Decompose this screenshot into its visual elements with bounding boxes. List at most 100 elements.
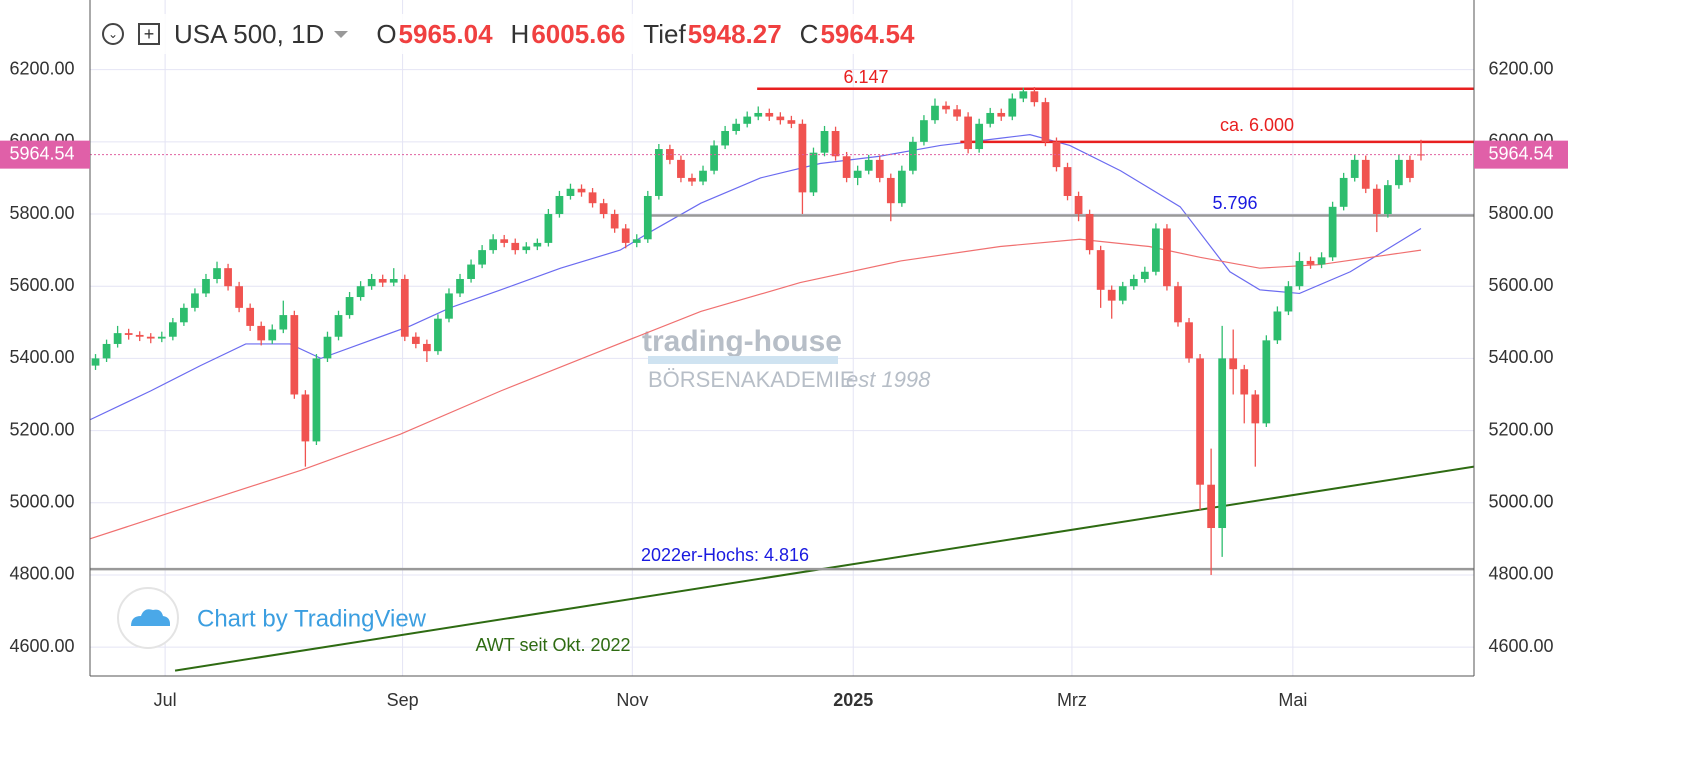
ohlc-value: 6005.66 (531, 18, 626, 49)
candle-body (1185, 322, 1193, 359)
candle-body (1008, 98, 1017, 117)
candle-body (1163, 228, 1171, 287)
add-icon[interactable]: + (138, 23, 160, 45)
candle-body (897, 170, 906, 204)
candle-body (1395, 159, 1403, 186)
candle-body (909, 141, 917, 171)
candle-body (588, 192, 597, 204)
candle-body (467, 264, 475, 279)
candle-body (389, 278, 398, 283)
watermark-bar (648, 356, 838, 364)
candle-body (434, 318, 442, 352)
candle-body (1019, 91, 1028, 99)
candle-body (202, 278, 210, 294)
y-tick-label-right: 6200.00 (1488, 58, 1553, 78)
level-label: 5.796 (1212, 193, 1257, 213)
x-tick-label: 2025 (833, 690, 873, 710)
candle-body (1372, 188, 1381, 215)
y-tick-label-right: 5600.00 (1488, 275, 1553, 295)
candle-body (1361, 159, 1370, 189)
candle-body (953, 109, 961, 117)
candle-body (1052, 141, 1061, 168)
candle-body (135, 334, 144, 337)
trendline-label: AWT seit Okt. 2022 (475, 635, 630, 655)
candle-body (113, 333, 122, 344)
candle-body (1240, 369, 1249, 395)
candle-body (1251, 394, 1260, 424)
y-tick-label: 6200.00 (9, 58, 74, 78)
candle-body (577, 188, 586, 193)
candle-body (533, 242, 542, 247)
level-label: 2022er-Hochs: 4.816 (641, 545, 809, 565)
candle-body (180, 307, 188, 323)
candle-body (798, 123, 807, 193)
y-tick-label: 4800.00 (9, 564, 74, 584)
candle-body (754, 112, 763, 117)
candle-body (1041, 102, 1050, 142)
x-tick-label: Mrz (1057, 690, 1087, 710)
moving-average (89, 238, 1422, 540)
credit-badge[interactable]: Chart by TradingView (117, 587, 427, 649)
y-tick-label: 5400.00 (9, 347, 74, 367)
candle-body (1140, 271, 1149, 279)
candle-body (191, 293, 199, 308)
candle-body (478, 250, 486, 265)
candle-body (290, 315, 299, 395)
candle-body (743, 116, 752, 124)
candle-body (268, 329, 277, 341)
y-tick-label: 5600.00 (9, 275, 74, 295)
x-tick-label: Sep (387, 690, 419, 710)
candle-body (765, 112, 774, 117)
candle-body (997, 112, 1006, 117)
candle-body (610, 214, 619, 229)
candle-body (1229, 358, 1238, 370)
candle-body (500, 239, 509, 243)
symbol[interactable]: USA 500, 1D (174, 18, 325, 49)
collapse-icon[interactable]: ⌄ (102, 23, 124, 45)
credit-text[interactable]: Chart by TradingView (197, 605, 427, 632)
candle-body (853, 170, 862, 178)
candle-body (168, 322, 177, 337)
candle-body (157, 336, 166, 339)
price-tag-left-label: 5964.54 (9, 143, 74, 163)
candle-body (356, 286, 365, 298)
candle-body (323, 336, 332, 359)
candle-body (1262, 340, 1271, 424)
candle-body (555, 195, 564, 215)
ohlc-key: C (799, 18, 819, 49)
candle-body (732, 123, 741, 132)
candle-body (1118, 286, 1127, 301)
candle-body (1063, 167, 1072, 196)
candle-body (699, 170, 707, 182)
y-tick-label-right: 5800.00 (1488, 203, 1553, 223)
candle-body (1107, 289, 1116, 301)
candle-body (986, 112, 995, 124)
candle-body (875, 159, 884, 178)
price-tag-left (0, 140, 90, 169)
symbol-caret[interactable] (334, 30, 349, 38)
candle-body (1096, 250, 1105, 290)
watermark-since: est 1998 (846, 367, 931, 392)
candle-body (224, 268, 232, 287)
ohlc-value: 5948.27 (687, 18, 782, 49)
candle-body (710, 145, 718, 171)
header: ⌄ + USA 500, 1D O 5965.04 H 6005.66 Tief 5948… (102, 14, 933, 54)
candle-body (1339, 177, 1348, 207)
y-tick-label-right: 5200.00 (1488, 419, 1553, 439)
candle-body (688, 177, 696, 182)
candle-body (964, 116, 972, 150)
candle-body (677, 159, 685, 178)
x-tick-label: Mai (1278, 690, 1307, 710)
candle-body (400, 278, 409, 337)
y-tick-label: 5200.00 (9, 419, 74, 439)
candle-body (920, 120, 928, 142)
candle-body (1284, 286, 1293, 312)
candle-body (146, 336, 155, 339)
y-tick-label-right: 5400.00 (1488, 347, 1553, 367)
candle-body (511, 242, 520, 251)
y-tick-label-right: 5000.00 (1488, 492, 1553, 512)
y-tick-label: 4600.00 (9, 636, 74, 656)
x-tick-label: Nov (616, 690, 648, 710)
candle-body (411, 336, 420, 344)
